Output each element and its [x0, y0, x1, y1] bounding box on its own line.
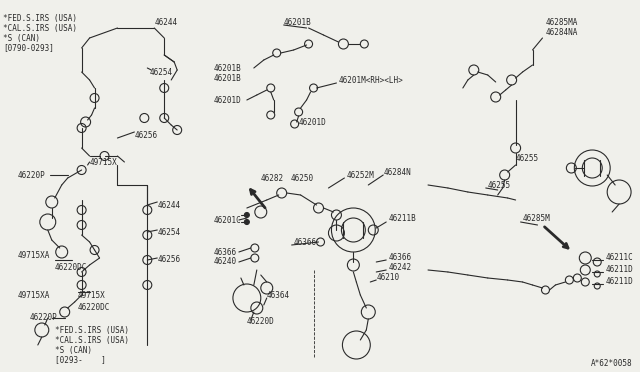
Text: 46254: 46254 — [149, 67, 172, 77]
Text: 46220DC: 46220DC — [55, 263, 87, 273]
Text: 46211D: 46211D — [605, 278, 633, 286]
Text: 46284N: 46284N — [383, 167, 411, 176]
Text: 46220DC: 46220DC — [77, 304, 110, 312]
Text: 46211D: 46211D — [605, 266, 633, 275]
Text: 46285M: 46285M — [523, 214, 550, 222]
Text: 46252M: 46252M — [346, 170, 374, 180]
Text: *CAL.S.IRS (USA): *CAL.S.IRS (USA) — [3, 23, 77, 32]
Text: A*62*0058: A*62*0058 — [591, 359, 632, 369]
Text: 46211B: 46211B — [388, 214, 416, 222]
Text: 46366: 46366 — [214, 247, 237, 257]
Text: *FED.S.IRS (USA): *FED.S.IRS (USA) — [3, 13, 77, 22]
Text: 46366: 46366 — [388, 253, 412, 263]
Text: 46201D: 46201D — [299, 118, 326, 126]
Text: *S (CAN): *S (CAN) — [3, 33, 40, 42]
Text: 46220P: 46220P — [18, 170, 45, 180]
Text: 46256: 46256 — [157, 256, 180, 264]
Text: 46244: 46244 — [154, 17, 177, 26]
Text: 46366: 46366 — [294, 237, 317, 247]
Text: 46282: 46282 — [260, 173, 284, 183]
Text: 46240: 46240 — [214, 257, 237, 266]
Text: 49715XA: 49715XA — [18, 291, 51, 299]
Text: *FED.S.IRS (USA): *FED.S.IRS (USA) — [55, 326, 129, 334]
Circle shape — [244, 219, 250, 224]
Text: 49715XA: 49715XA — [18, 250, 51, 260]
Text: 46255: 46255 — [488, 180, 511, 189]
Text: 46210: 46210 — [376, 273, 399, 282]
Text: 46201B: 46201B — [214, 64, 242, 73]
Text: 46250: 46250 — [291, 173, 314, 183]
Text: 46201B: 46201B — [284, 17, 312, 26]
Text: 46284NA: 46284NA — [545, 28, 578, 36]
Text: 46242: 46242 — [388, 263, 412, 273]
Text: 46256: 46256 — [134, 131, 157, 140]
Text: [0790-0293]: [0790-0293] — [3, 44, 54, 52]
Text: 46201M<RH><LH>: 46201M<RH><LH> — [339, 76, 403, 84]
Text: *S (CAN): *S (CAN) — [55, 346, 92, 355]
Text: 46201B: 46201B — [214, 74, 242, 83]
Text: 46285MA: 46285MA — [545, 17, 578, 26]
Text: *CAL.S.IRS (USA): *CAL.S.IRS (USA) — [55, 336, 129, 344]
Text: 46364: 46364 — [267, 291, 290, 299]
Text: 46220P: 46220P — [30, 314, 58, 323]
Text: 46220D: 46220D — [247, 317, 275, 327]
Text: 46244: 46244 — [157, 201, 180, 209]
Text: 46211C: 46211C — [605, 253, 633, 263]
Text: 49715X: 49715X — [77, 291, 106, 299]
Text: 49715X: 49715X — [90, 157, 117, 167]
Text: 46201C: 46201C — [214, 215, 242, 224]
Text: 46255: 46255 — [516, 154, 539, 163]
Text: 46201D: 46201D — [214, 96, 242, 105]
Text: 46254: 46254 — [157, 228, 180, 237]
Circle shape — [360, 40, 368, 48]
Text: [0293-    ]: [0293- ] — [55, 356, 106, 365]
Circle shape — [244, 212, 250, 218]
